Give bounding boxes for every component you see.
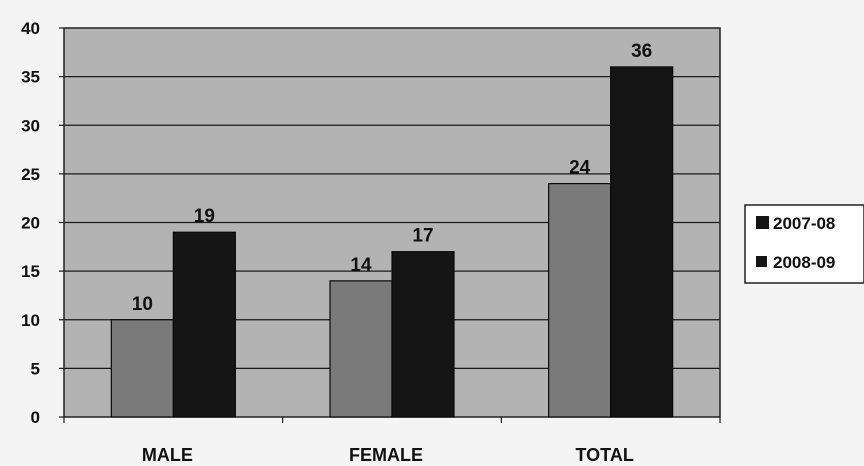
data-labels: 10 19 14 17 24 36 <box>132 41 652 315</box>
y-tick-label-40: 40 <box>21 19 40 38</box>
legend-swatch-2007-08 <box>756 216 769 229</box>
data-label-total-2008-09: 36 <box>631 41 652 62</box>
bars <box>110 66 674 418</box>
y-tick-label-0: 0 <box>31 408 40 427</box>
x-label-female: FEMALE <box>349 445 423 465</box>
y-axis: 0 5 10 15 20 25 30 35 40 <box>21 19 64 427</box>
x-axis: MALE FEMALE TOTAL <box>63 417 721 465</box>
x-label-male: MALE <box>142 445 193 465</box>
data-label-female-2008-09: 17 <box>412 226 433 247</box>
bar-male-2007-08 <box>110 319 174 418</box>
data-label-male-2008-09: 19 <box>194 206 215 227</box>
y-tick-label-25: 25 <box>21 165 40 184</box>
y-tick-label-15: 15 <box>21 262 40 281</box>
y-tick-label-5: 5 <box>31 359 40 378</box>
bar-female-2008-09 <box>391 251 455 418</box>
data-label-male-2007-08: 10 <box>132 294 153 315</box>
y-tick-label-30: 30 <box>21 116 40 135</box>
bar-male-2008-09 <box>172 231 236 418</box>
legend-label-2007-08: 2007-08 <box>773 214 835 233</box>
bar-total-2008-09 <box>610 66 674 418</box>
x-label-total: TOTAL <box>576 445 634 465</box>
bar-female-2007-08 <box>329 280 393 418</box>
bar-total-2007-08 <box>548 183 612 418</box>
data-label-female-2007-08: 14 <box>350 255 372 276</box>
legend: 2007-08 2008-09 <box>744 204 864 284</box>
y-tick-label-20: 20 <box>21 214 40 233</box>
legend-label-2008-09: 2008-09 <box>773 253 835 272</box>
data-label-total-2007-08: 24 <box>569 158 591 179</box>
y-tick-label-35: 35 <box>21 68 40 87</box>
y-tick-label-10: 10 <box>21 311 40 330</box>
legend-swatch-2008-09 <box>756 256 767 267</box>
